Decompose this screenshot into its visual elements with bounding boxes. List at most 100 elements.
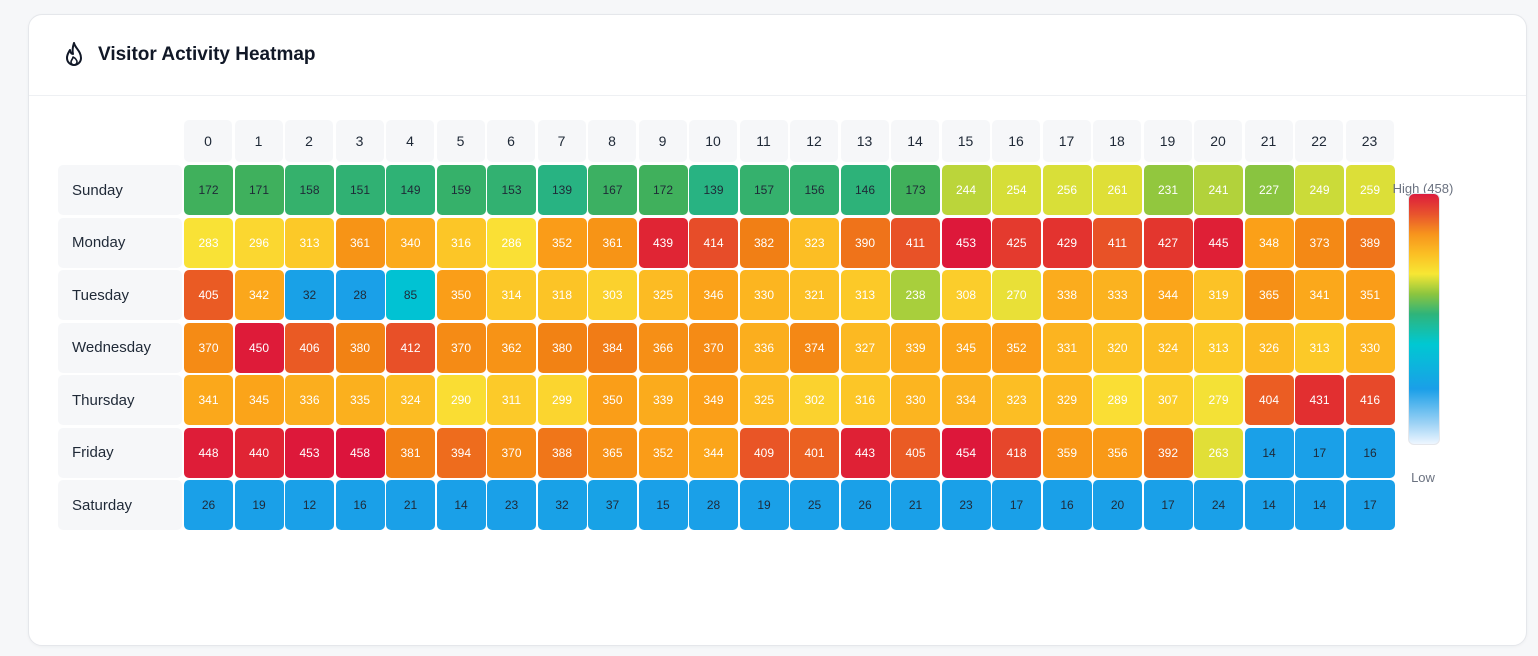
heatmap-cell[interactable]: 346	[689, 270, 738, 320]
heatmap-cell[interactable]: 28	[335, 270, 385, 320]
heatmap-cell[interactable]: 313	[840, 270, 890, 320]
heatmap-cell[interactable]: 286	[487, 217, 536, 268]
heatmap-cell[interactable]: 405	[184, 270, 233, 320]
heatmap-cell[interactable]: 16	[1345, 427, 1395, 478]
heatmap-cell[interactable]: 341	[184, 375, 233, 425]
heatmap-cell[interactable]: 23	[487, 480, 536, 530]
heatmap-cell[interactable]: 394	[436, 427, 486, 478]
heatmap-cell[interactable]: 171	[234, 165, 284, 215]
heatmap-cell[interactable]: 321	[790, 270, 839, 320]
heatmap-cell[interactable]: 331	[1042, 322, 1092, 373]
heatmap-cell[interactable]: 261	[1093, 165, 1142, 215]
heatmap-cell[interactable]: 319	[1194, 270, 1243, 320]
heatmap-cell[interactable]: 348	[1244, 217, 1294, 268]
heatmap-cell[interactable]: 17	[1295, 427, 1344, 478]
heatmap-cell[interactable]: 167	[588, 165, 637, 215]
heatmap-cell[interactable]: 32	[537, 480, 587, 530]
heatmap-cell[interactable]: 21	[386, 480, 435, 530]
heatmap-cell[interactable]: 384	[588, 322, 637, 373]
heatmap-cell[interactable]: 238	[891, 270, 940, 320]
heatmap-cell[interactable]: 365	[1244, 270, 1294, 320]
heatmap-cell[interactable]: 392	[1143, 427, 1193, 478]
heatmap-cell[interactable]: 299	[537, 375, 587, 425]
heatmap-cell[interactable]: 388	[537, 427, 587, 478]
heatmap-cell[interactable]: 443	[840, 427, 890, 478]
heatmap-cell[interactable]: 307	[1143, 375, 1193, 425]
heatmap-cell[interactable]: 401	[790, 427, 839, 478]
heatmap-cell[interactable]: 326	[1244, 322, 1294, 373]
heatmap-cell[interactable]: 352	[537, 217, 587, 268]
heatmap-cell[interactable]: 14	[1244, 427, 1294, 478]
heatmap-cell[interactable]: 14	[436, 480, 486, 530]
heatmap-cell[interactable]: 316	[840, 375, 890, 425]
heatmap-cell[interactable]: 350	[436, 270, 486, 320]
heatmap-cell[interactable]: 151	[335, 165, 385, 215]
heatmap-cell[interactable]: 156	[790, 165, 839, 215]
heatmap-cell[interactable]: 448	[184, 427, 233, 478]
heatmap-cell[interactable]: 23	[941, 480, 991, 530]
heatmap-cell[interactable]: 17	[1345, 480, 1395, 530]
heatmap-cell[interactable]: 318	[537, 270, 587, 320]
heatmap-cell[interactable]: 336	[285, 375, 334, 425]
heatmap-cell[interactable]: 336	[739, 322, 789, 373]
heatmap-cell[interactable]: 406	[285, 322, 334, 373]
heatmap-cell[interactable]: 283	[184, 217, 233, 268]
heatmap-cell[interactable]: 453	[941, 217, 991, 268]
heatmap-cell[interactable]: 231	[1143, 165, 1193, 215]
heatmap-cell[interactable]: 149	[386, 165, 435, 215]
heatmap-cell[interactable]: 344	[689, 427, 738, 478]
heatmap-cell[interactable]: 327	[840, 322, 890, 373]
heatmap-cell[interactable]: 329	[1042, 375, 1092, 425]
heatmap-cell[interactable]: 15	[638, 480, 688, 530]
heatmap-cell[interactable]: 227	[1244, 165, 1294, 215]
heatmap-cell[interactable]: 311	[487, 375, 536, 425]
heatmap-cell[interactable]: 338	[1042, 270, 1092, 320]
heatmap-cell[interactable]: 344	[1143, 270, 1193, 320]
heatmap-cell[interactable]: 330	[1345, 322, 1395, 373]
heatmap-cell[interactable]: 352	[638, 427, 688, 478]
heatmap-cell[interactable]: 32	[285, 270, 334, 320]
heatmap-cell[interactable]: 325	[638, 270, 688, 320]
heatmap-cell[interactable]: 373	[1295, 217, 1344, 268]
heatmap-cell[interactable]: 418	[992, 427, 1041, 478]
heatmap-cell[interactable]: 416	[1345, 375, 1395, 425]
heatmap-cell[interactable]: 370	[436, 322, 486, 373]
heatmap-cell[interactable]: 16	[335, 480, 385, 530]
heatmap-cell[interactable]: 279	[1194, 375, 1243, 425]
heatmap-cell[interactable]: 270	[992, 270, 1041, 320]
heatmap-cell[interactable]: 361	[588, 217, 637, 268]
heatmap-cell[interactable]: 380	[537, 322, 587, 373]
heatmap-cell[interactable]: 14	[1244, 480, 1294, 530]
heatmap-cell[interactable]: 361	[335, 217, 385, 268]
heatmap-cell[interactable]: 259	[1345, 165, 1395, 215]
heatmap-cell[interactable]: 345	[941, 322, 991, 373]
heatmap-cell[interactable]: 158	[285, 165, 334, 215]
heatmap-cell[interactable]: 411	[891, 217, 940, 268]
heatmap-cell[interactable]: 350	[588, 375, 637, 425]
heatmap-cell[interactable]: 249	[1295, 165, 1344, 215]
heatmap-cell[interactable]: 370	[689, 322, 738, 373]
heatmap-cell[interactable]: 172	[184, 165, 233, 215]
heatmap-cell[interactable]: 370	[184, 322, 233, 373]
heatmap-cell[interactable]: 380	[335, 322, 385, 373]
heatmap-cell[interactable]: 26	[840, 480, 890, 530]
heatmap-cell[interactable]: 431	[1295, 375, 1344, 425]
heatmap-cell[interactable]: 24	[1194, 480, 1243, 530]
heatmap-cell[interactable]: 296	[234, 217, 284, 268]
heatmap-cell[interactable]: 390	[840, 217, 890, 268]
heatmap-cell[interactable]: 139	[537, 165, 587, 215]
heatmap-cell[interactable]: 359	[1042, 427, 1092, 478]
heatmap-cell[interactable]: 85	[386, 270, 435, 320]
heatmap-cell[interactable]: 316	[436, 217, 486, 268]
heatmap-cell[interactable]: 325	[739, 375, 789, 425]
heatmap-cell[interactable]: 16	[1042, 480, 1092, 530]
heatmap-cell[interactable]: 256	[1042, 165, 1092, 215]
heatmap-cell[interactable]: 313	[1295, 322, 1344, 373]
heatmap-cell[interactable]: 263	[1194, 427, 1243, 478]
heatmap-cell[interactable]: 324	[1143, 322, 1193, 373]
heatmap-cell[interactable]: 308	[941, 270, 991, 320]
heatmap-cell[interactable]: 405	[891, 427, 940, 478]
heatmap-cell[interactable]: 323	[992, 375, 1041, 425]
heatmap-cell[interactable]: 335	[335, 375, 385, 425]
heatmap-cell[interactable]: 14	[1295, 480, 1344, 530]
